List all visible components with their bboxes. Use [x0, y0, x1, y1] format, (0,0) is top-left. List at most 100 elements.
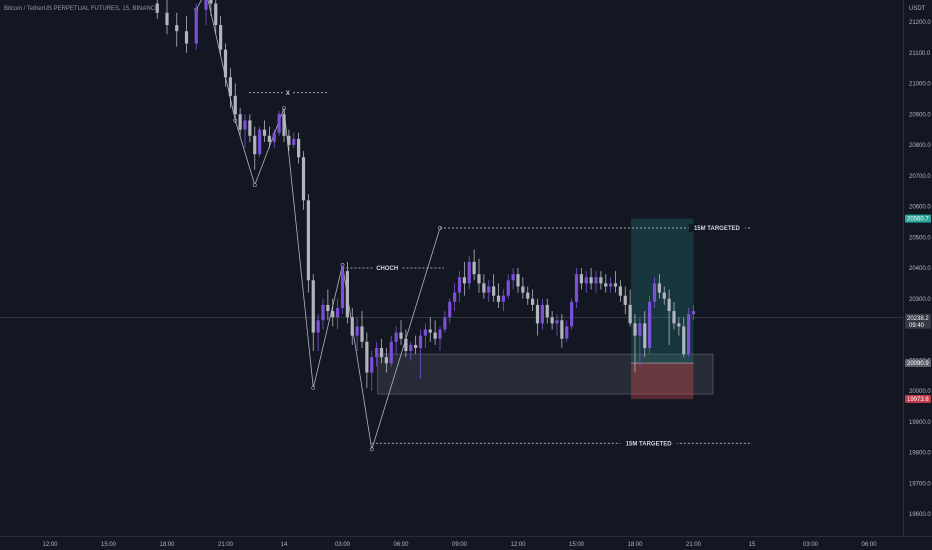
time-tick-label: 12:00	[42, 542, 58, 548]
candle-bullish	[652, 283, 657, 302]
candle-bullish	[648, 301, 652, 348]
candle-bullish	[375, 347, 379, 358]
price-tick-label: 20400.0	[909, 266, 931, 272]
candle-bullish	[423, 329, 427, 336]
candle-bearish	[682, 326, 686, 355]
candle-bearish	[267, 135, 271, 142]
annotation-labels-layer: X CHOCH 15M TARGETED 15M TARGETED	[282, 88, 746, 447]
candle-bullish	[609, 283, 613, 287]
candle-bearish	[360, 326, 364, 342]
price-tick-label: 19800.0	[909, 451, 931, 457]
candle-bearish	[175, 25, 179, 32]
candle-bullish	[501, 295, 505, 302]
price-tick-label: 20600.0	[909, 205, 931, 211]
candle-bullish	[336, 307, 340, 318]
entry-price-badge-bg	[905, 359, 931, 368]
time-tick-label: 06:00	[393, 542, 409, 548]
time-tick-label: 03:00	[335, 542, 351, 548]
time-tick-label: 15:00	[569, 542, 585, 548]
price-tick-label: 20800.0	[909, 143, 931, 149]
time-tick-label: 09:00	[452, 542, 468, 548]
time-tick-label: 12:00	[510, 542, 526, 548]
time-tick-label: 03:00	[803, 542, 819, 548]
candle-bearish	[311, 280, 315, 333]
symbol-title: Bitcoin / TetherUS PERPETUAL FUTURES, 15…	[4, 6, 159, 12]
candle-bearish	[287, 135, 291, 145]
candle-bearish	[667, 298, 671, 312]
candle-bullish	[340, 271, 345, 308]
candle-bearish	[379, 347, 384, 358]
candle-bullish	[448, 301, 452, 318]
price-tick-label: 19700.0	[909, 481, 931, 487]
candle-bearish	[643, 323, 647, 348]
current-price-badge-countdown: 09:40	[909, 323, 925, 329]
currency-label: USDT	[909, 6, 926, 12]
candle-bullish	[487, 286, 491, 293]
candle-bearish	[599, 277, 603, 284]
entry-price-badge: 20090.9	[907, 361, 929, 367]
candle-bullish	[638, 323, 642, 336]
candle-bearish	[589, 277, 593, 284]
level-label-bg	[373, 264, 401, 272]
candle-bullish	[438, 329, 442, 339]
time-tick-label: 14	[281, 542, 288, 548]
price-tick-label: 21200.0	[909, 20, 931, 26]
candle-bearish	[228, 77, 232, 96]
candle-bullish	[565, 326, 569, 339]
candle-bullish	[570, 301, 574, 327]
swing-point	[252, 183, 257, 187]
target-price-badge: 20560.7	[907, 217, 929, 223]
candle-bearish	[384, 357, 388, 364]
candle-bullish	[292, 138, 296, 145]
time-axis[interactable]: 12:00 15:00 18:00 21:00 14 03:00 06:00 09:00 12:…	[42, 542, 877, 548]
candle-bearish	[535, 304, 540, 324]
candle-bearish	[233, 95, 237, 115]
time-tick-label: 18:00	[159, 542, 175, 548]
candle-bullish	[316, 320, 320, 333]
candle-bearish	[521, 286, 525, 293]
level-label: 15M TARGETED	[694, 226, 741, 232]
candle-bearish	[238, 114, 242, 130]
time-tick-label: 21:00	[686, 542, 702, 548]
candle-bearish	[545, 304, 549, 318]
candle-bearish	[155, 3, 159, 13]
price-tick-label: 21000.0	[909, 82, 931, 88]
candle-bearish	[414, 344, 418, 348]
price-tick-label: 20700.0	[909, 174, 931, 180]
candle-bearish	[433, 332, 437, 339]
candle-bearish	[657, 283, 661, 293]
candle-bearish	[223, 49, 228, 78]
candle-bullish	[457, 277, 462, 293]
candle-bullish	[194, 9, 198, 44]
candle-bearish	[248, 120, 252, 136]
candle-bearish	[516, 274, 520, 287]
swing-point	[369, 447, 374, 452]
candle-bearish	[496, 295, 501, 302]
candle-bearish	[399, 332, 403, 339]
candle-bullish	[467, 261, 471, 284]
time-tick-label: 18:00	[627, 542, 643, 548]
candle-bearish	[623, 295, 627, 305]
candle-bullish	[506, 280, 510, 296]
candle-bullish	[511, 274, 515, 281]
candle-bullish	[321, 304, 325, 321]
candle-bullish	[443, 317, 447, 330]
candle-bullish	[584, 277, 588, 284]
candle-bearish	[550, 317, 554, 324]
candle-bearish	[662, 292, 666, 299]
price-axis[interactable]: 21200.0 21100.0 21000.0 20900.0 20800.0 20700…	[905, 20, 931, 518]
candle-bearish	[184, 31, 189, 44]
level-label: 15M TARGETED	[626, 441, 673, 447]
candle-bearish	[345, 271, 349, 318]
candle-bearish	[282, 114, 286, 136]
candle-bullish	[687, 314, 691, 355]
candle-bearish	[472, 261, 476, 275]
candle-bearish	[404, 338, 408, 352]
candle-bearish	[262, 129, 267, 136]
candle-bearish	[560, 320, 564, 339]
candle-bearish	[214, 3, 218, 26]
candle-bearish	[428, 329, 432, 333]
candle-bullish	[389, 341, 393, 364]
